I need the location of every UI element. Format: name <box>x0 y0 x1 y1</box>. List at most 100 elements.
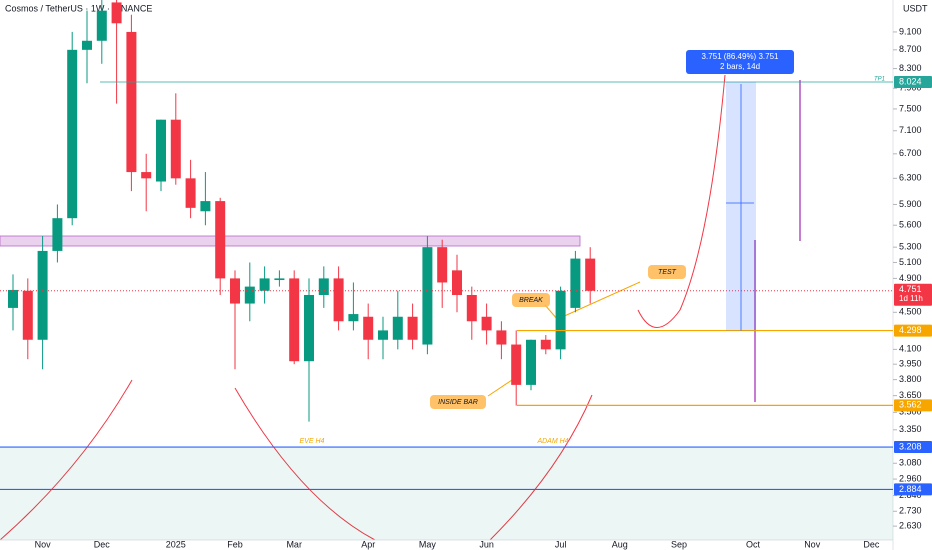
arc <box>234 387 376 541</box>
arc <box>637 74 726 328</box>
measure-sub: 2 bars, 14d <box>720 62 760 71</box>
candle-body <box>289 278 300 362</box>
pointer <box>487 377 516 397</box>
drawings <box>0 74 801 541</box>
y-tick-label: 5.300 <box>899 242 922 252</box>
candle-body <box>378 330 388 340</box>
x-tick-label: Aug <box>612 539 628 549</box>
y-tick-label: 9.100 <box>899 26 922 36</box>
candle-body <box>111 2 122 24</box>
candle-body <box>156 119 166 182</box>
candle-body <box>67 49 78 219</box>
x-tick-label: Nov <box>804 539 821 549</box>
x-tick-label: Mar <box>286 539 302 549</box>
chart-title: Cosmos / TetherUS · 1W · BINANCE <box>5 3 152 13</box>
eve-label: EVE H4 <box>300 438 325 445</box>
level-label: 3.562 <box>899 400 922 410</box>
candle-body <box>452 270 462 295</box>
x-tick-label: May <box>419 539 437 549</box>
measure-label: 3.751 (86.49%) 3.751 <box>702 52 779 61</box>
level-label-bg <box>894 441 932 454</box>
y-tick-label: 8.300 <box>899 63 922 73</box>
candle-body <box>407 316 418 340</box>
callout-label: BREAK <box>519 297 543 304</box>
callout-bg <box>512 293 550 307</box>
candle-body <box>52 218 63 251</box>
candle-body <box>200 201 211 212</box>
y-tick-label: 5.100 <box>899 257 922 267</box>
y-tick-label: 2.630 <box>899 521 922 531</box>
candle-body <box>348 314 359 322</box>
y-tick-label: 5.600 <box>899 220 922 230</box>
level-label-bg <box>894 324 932 337</box>
level-label: 4.298 <box>899 325 922 335</box>
callout-bg <box>430 395 486 409</box>
y-tick-label: 2.960 <box>899 473 922 483</box>
candle-body <box>274 278 285 281</box>
x-tick-label: Jul <box>555 539 567 549</box>
y-tick-label: 3.800 <box>899 374 922 384</box>
y-tick-label: 7.500 <box>899 103 922 113</box>
candle-body <box>304 294 314 362</box>
candle-body <box>141 172 152 179</box>
candle-body <box>96 10 107 41</box>
level-label: 3.208 <box>899 441 922 451</box>
support-zone <box>0 447 893 540</box>
candle-body <box>8 289 18 308</box>
y-tick-label: 5.900 <box>899 199 922 209</box>
y-tick-label: 8.700 <box>899 44 922 54</box>
x-tick-label: Jun <box>479 539 494 549</box>
candle-body <box>481 316 492 331</box>
candle-body <box>126 31 137 173</box>
candle-body <box>170 119 181 179</box>
candle-body <box>466 294 477 322</box>
pointer <box>559 281 641 319</box>
arc <box>0 379 133 541</box>
candle-body <box>215 201 226 279</box>
x-tick-label: Dec <box>94 539 111 549</box>
arc <box>489 394 593 541</box>
y-tick-label: 3.500 <box>899 407 922 417</box>
y-tick-label: 3.950 <box>899 359 922 369</box>
candle-body <box>392 316 403 340</box>
callout-label: INSIDE BAR <box>438 399 478 406</box>
y-tick-label: 7.100 <box>899 125 922 135</box>
candle-body <box>496 330 507 345</box>
measure-tooltip <box>686 50 794 74</box>
x-tick-label: Dec <box>863 539 880 549</box>
candle-body <box>318 278 329 295</box>
candle-body <box>185 178 196 208</box>
candle-body <box>555 290 566 350</box>
tp-label: TP1 <box>874 77 885 83</box>
y-tick-label: 6.300 <box>899 173 922 183</box>
candle-body <box>511 344 522 385</box>
candle-body <box>526 339 536 385</box>
callout-label: TEST <box>658 269 677 276</box>
countdown-label: 1d 11h <box>899 294 923 303</box>
x-tick-label: Apr <box>361 539 375 549</box>
level-label-bg <box>894 483 932 496</box>
last-price-label: 4.751 <box>899 284 922 294</box>
x-tick-label: Nov <box>35 539 52 549</box>
candle-body <box>422 247 433 345</box>
level-label: 2.884 <box>899 484 922 494</box>
x-tick-label: Feb <box>227 539 243 549</box>
candle-body <box>437 247 448 283</box>
level-label-bg <box>894 399 932 412</box>
candle-body <box>585 258 596 291</box>
y-tick-label: 4.100 <box>899 344 922 354</box>
y-tick-label: 2.730 <box>899 506 922 516</box>
level-label-bg <box>894 76 932 89</box>
y-tick-label: 3.080 <box>899 458 922 468</box>
adam-label: ADAM H4 <box>536 438 568 445</box>
candle-body <box>82 40 92 50</box>
candle-body <box>570 258 581 308</box>
currency-label: USDT <box>903 3 928 13</box>
candle-body <box>540 339 551 350</box>
callout-bg <box>648 265 686 279</box>
x-tick-label: Sep <box>671 539 687 549</box>
candle-body <box>37 250 48 340</box>
y-tick-label: 4.900 <box>899 273 922 283</box>
